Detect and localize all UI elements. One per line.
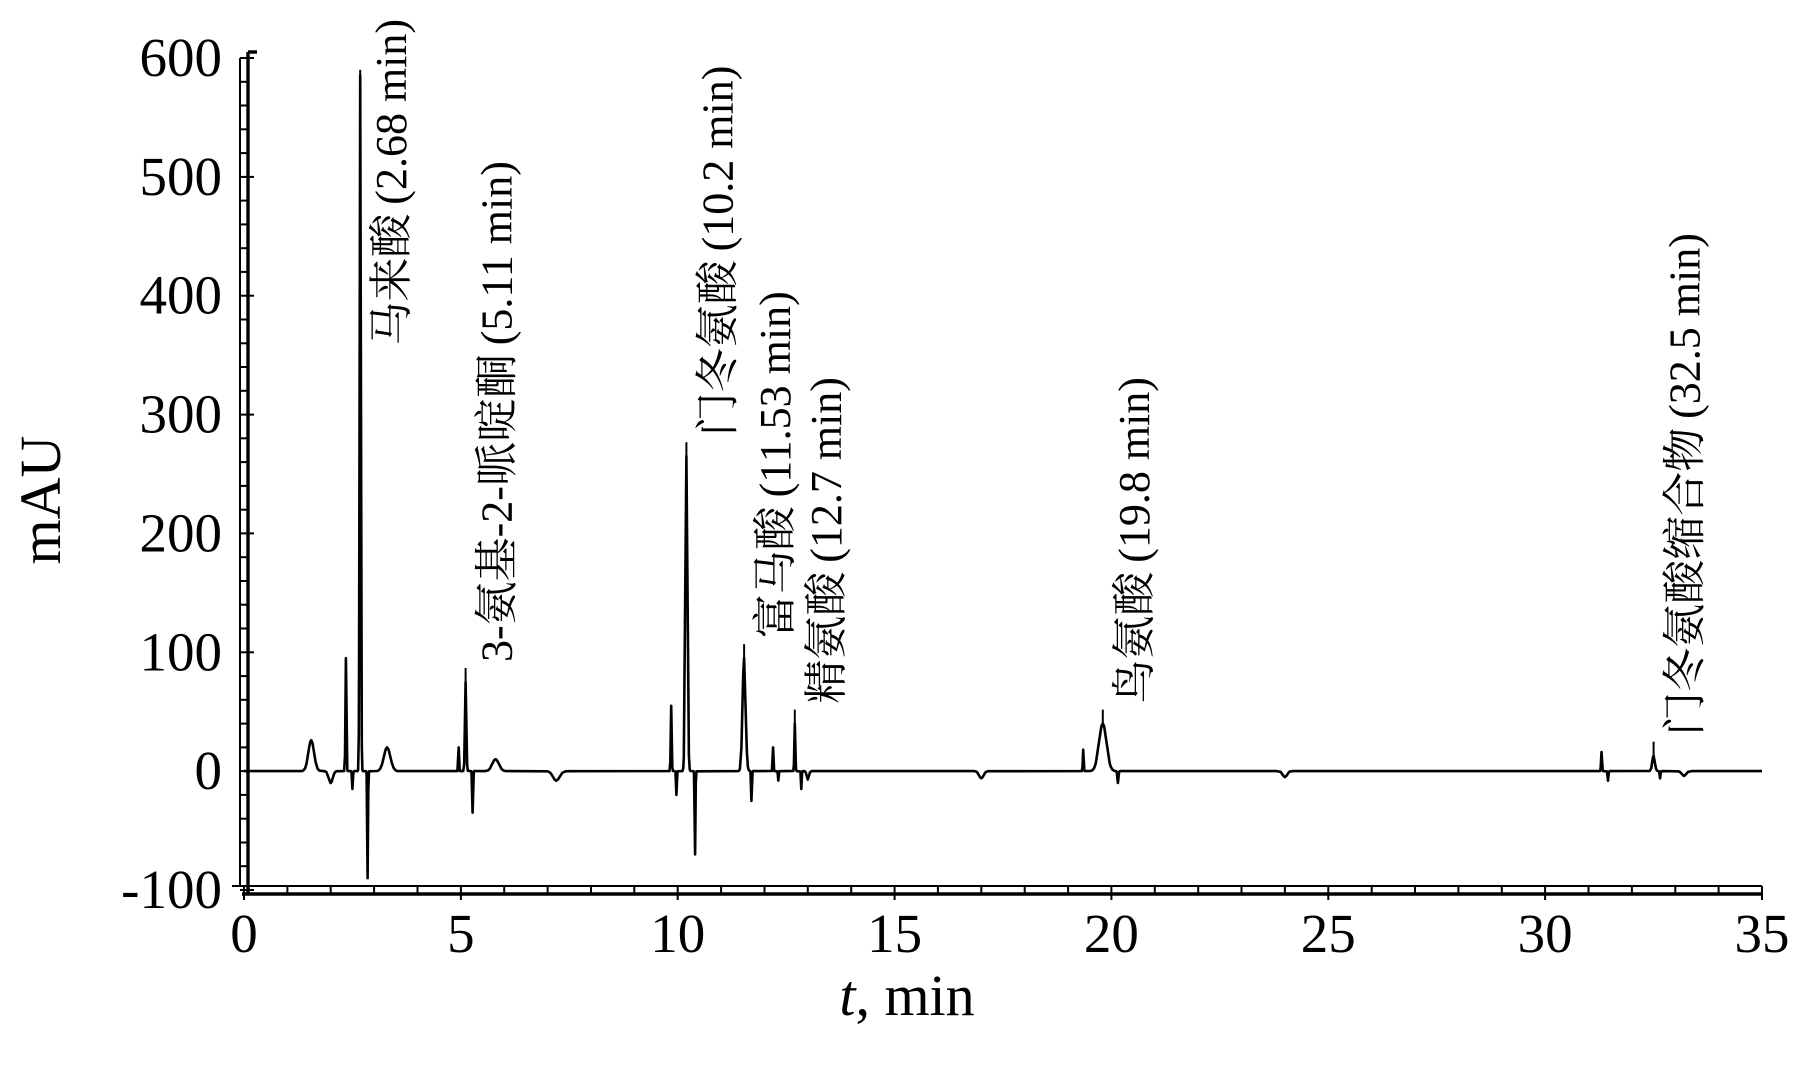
svg-text:500: 500	[140, 146, 223, 207]
svg-text:35: 35	[1735, 903, 1790, 964]
svg-text:20: 20	[1084, 903, 1139, 964]
svg-text:200: 200	[140, 502, 223, 563]
svg-text:门冬氨酸缩合物 (32.5 min): 门冬氨酸缩合物 (32.5 min)	[1661, 233, 1710, 736]
svg-text:600: 600	[140, 27, 223, 88]
svg-text:5: 5	[447, 903, 475, 964]
svg-text:300: 300	[140, 384, 223, 445]
svg-text:15: 15	[867, 903, 922, 964]
svg-text:-100: -100	[121, 859, 222, 920]
svg-text:精氨酸 (12.7 min): 精氨酸 (12.7 min)	[802, 377, 851, 704]
svg-text:门冬氨酸 (10.2 min): 门冬氨酸 (10.2 min)	[693, 66, 742, 437]
svg-text:鸟氨酸 (19.8 min): 鸟氨酸 (19.8 min)	[1110, 377, 1159, 704]
svg-text:400: 400	[140, 265, 223, 326]
svg-text:30: 30	[1518, 903, 1573, 964]
svg-text:马来酸 (2.68 min): 马来酸 (2.68 min)	[367, 19, 416, 346]
svg-text:富马酸 (11.53 min): 富马酸 (11.53 min)	[751, 291, 800, 638]
svg-text:100: 100	[140, 621, 223, 682]
svg-text:3-氨基-2-哌啶酮 (5.11 min): 3-氨基-2-哌啶酮 (5.11 min)	[473, 161, 522, 662]
svg-text:mAU: mAU	[8, 436, 73, 565]
svg-text:0: 0	[230, 903, 258, 964]
svg-text:25: 25	[1301, 903, 1356, 964]
svg-text:t, min: t, min	[839, 963, 974, 1028]
svg-text:0: 0	[195, 740, 223, 801]
svg-text:10: 10	[650, 903, 705, 964]
